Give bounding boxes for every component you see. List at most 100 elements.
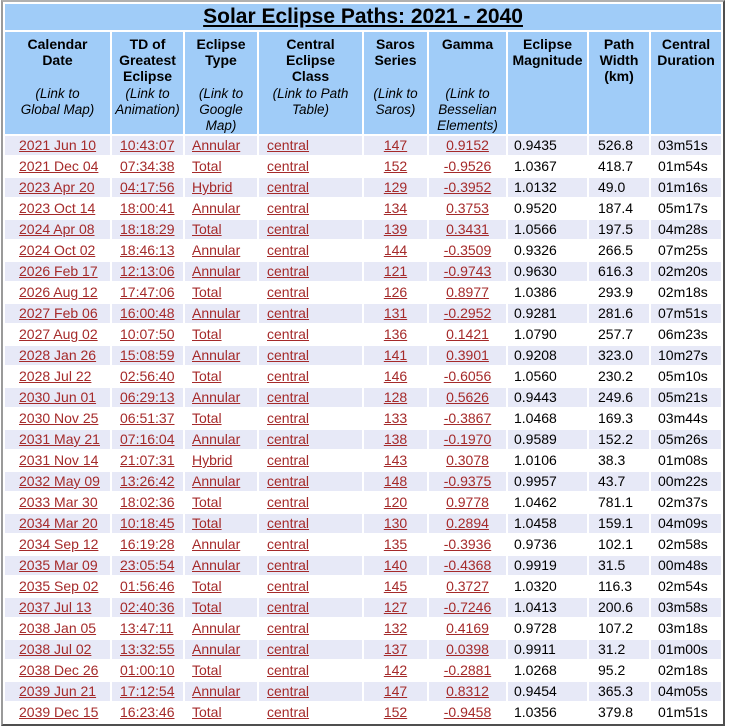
eclipse-class-link[interactable]: central xyxy=(267,389,310,405)
saros-series-link[interactable]: 148 xyxy=(383,473,408,489)
eclipse-class-link[interactable]: central xyxy=(267,158,310,174)
eclipse-class-link[interactable]: central xyxy=(267,452,310,468)
calendar-date-link[interactable]: 2024 Apr 08 xyxy=(19,221,95,237)
calendar-date-link[interactable]: 2034 Mar 20 xyxy=(19,515,98,531)
calendar-date-link[interactable]: 2030 Jun 01 xyxy=(19,389,97,405)
eclipse-class-link[interactable]: central xyxy=(267,347,310,363)
saros-series-link[interactable]: 144 xyxy=(383,242,408,258)
eclipse-type-link[interactable]: Annular xyxy=(192,683,241,699)
gamma-link[interactable]: 0.3727 xyxy=(446,578,489,594)
gamma-link[interactable]: 0.9778 xyxy=(446,494,489,510)
gamma-link[interactable]: -0.9743 xyxy=(443,263,492,279)
eclipse-type-link[interactable]: Annular xyxy=(192,431,241,447)
gamma-link[interactable]: 0.8312 xyxy=(446,683,489,699)
gamma-link[interactable]: -0.2881 xyxy=(443,662,492,678)
saros-series-link[interactable]: 129 xyxy=(383,179,408,195)
gamma-link[interactable]: -0.6056 xyxy=(443,368,492,384)
gamma-link[interactable]: -0.3867 xyxy=(443,410,492,426)
saros-series-link[interactable]: 135 xyxy=(383,536,408,552)
gamma-link[interactable]: 0.9152 xyxy=(446,137,489,153)
saros-series-link[interactable]: 147 xyxy=(383,683,408,699)
greatest-eclipse-time-link[interactable]: 02:40:36 xyxy=(120,599,175,615)
greatest-eclipse-time-link[interactable]: 18:18:29 xyxy=(120,221,175,237)
eclipse-type-link[interactable]: Total xyxy=(192,662,222,678)
calendar-date-link[interactable]: 2023 Oct 14 xyxy=(19,200,96,216)
eclipse-type-link[interactable]: Total xyxy=(192,368,222,384)
saros-series-link[interactable]: 131 xyxy=(383,305,408,321)
greatest-eclipse-time-link[interactable]: 16:19:28 xyxy=(120,536,175,552)
eclipse-type-link[interactable]: Annular xyxy=(192,557,241,573)
saros-series-link[interactable]: 145 xyxy=(383,578,408,594)
calendar-date-link[interactable]: 2028 Jan 26 xyxy=(19,347,97,363)
eclipse-type-link[interactable]: Annular xyxy=(192,242,241,258)
calendar-date-link[interactable]: 2026 Aug 12 xyxy=(19,284,98,300)
eclipse-class-link[interactable]: central xyxy=(267,410,310,426)
calendar-date-link[interactable]: 2035 Sep 02 xyxy=(19,578,99,594)
saros-series-link[interactable]: 146 xyxy=(383,368,408,384)
calendar-date-link[interactable]: 2027 Feb 06 xyxy=(19,305,98,321)
eclipse-type-link[interactable]: Total xyxy=(192,599,222,615)
eclipse-type-link[interactable]: Total xyxy=(192,158,222,174)
eclipse-type-link[interactable]: Total xyxy=(192,410,222,426)
gamma-link[interactable]: -0.3509 xyxy=(443,242,492,258)
saros-series-link[interactable]: 147 xyxy=(383,137,408,153)
saros-series-link[interactable]: 142 xyxy=(383,662,408,678)
eclipse-class-link[interactable]: central xyxy=(267,641,310,657)
greatest-eclipse-time-link[interactable]: 15:08:59 xyxy=(120,347,175,363)
eclipse-type-link[interactable]: Hybrid xyxy=(192,452,233,468)
saros-series-link[interactable]: 127 xyxy=(383,599,408,615)
eclipse-class-link[interactable]: central xyxy=(267,494,310,510)
greatest-eclipse-time-link[interactable]: 04:17:56 xyxy=(120,179,175,195)
saros-series-link[interactable]: 143 xyxy=(383,452,408,468)
saros-series-link[interactable]: 138 xyxy=(383,431,408,447)
greatest-eclipse-time-link[interactable]: 07:16:04 xyxy=(120,431,175,447)
calendar-date-link[interactable]: 2032 May 09 xyxy=(19,473,100,489)
greatest-eclipse-time-link[interactable]: 18:00:41 xyxy=(120,200,175,216)
saros-series-link[interactable]: 152 xyxy=(383,704,408,720)
greatest-eclipse-time-link[interactable]: 13:47:11 xyxy=(120,620,174,636)
eclipse-class-link[interactable]: central xyxy=(267,599,310,615)
eclipse-type-link[interactable]: Annular xyxy=(192,137,241,153)
calendar-date-link[interactable]: 2021 Jun 10 xyxy=(19,137,97,153)
eclipse-type-link[interactable]: Annular xyxy=(192,473,241,489)
saros-series-link[interactable]: 139 xyxy=(383,221,408,237)
calendar-date-link[interactable]: 2023 Apr 20 xyxy=(19,179,95,195)
gamma-link[interactable]: 0.2894 xyxy=(446,515,489,531)
eclipse-type-link[interactable]: Total xyxy=(192,704,222,720)
eclipse-class-link[interactable]: central xyxy=(267,578,310,594)
eclipse-class-link[interactable]: central xyxy=(267,284,310,300)
saros-series-link[interactable]: 126 xyxy=(383,284,408,300)
eclipse-class-link[interactable]: central xyxy=(267,662,310,678)
calendar-date-link[interactable]: 2024 Oct 02 xyxy=(19,242,96,258)
greatest-eclipse-time-link[interactable]: 06:51:37 xyxy=(120,410,175,426)
eclipse-type-link[interactable]: Annular xyxy=(192,263,241,279)
eclipse-type-link[interactable]: Annular xyxy=(192,536,241,552)
gamma-link[interactable]: 0.3753 xyxy=(446,200,489,216)
eclipse-type-link[interactable]: Total xyxy=(192,578,222,594)
calendar-date-link[interactable]: 2037 Jul 13 xyxy=(19,599,92,615)
eclipse-type-link[interactable]: Hybrid xyxy=(192,179,233,195)
greatest-eclipse-time-link[interactable]: 18:46:13 xyxy=(120,242,175,258)
eclipse-class-link[interactable]: central xyxy=(267,368,310,384)
greatest-eclipse-time-link[interactable]: 23:05:54 xyxy=(120,557,175,573)
calendar-date-link[interactable]: 2038 Jul 02 xyxy=(19,641,92,657)
eclipse-type-link[interactable]: Annular xyxy=(192,347,241,363)
eclipse-class-link[interactable]: central xyxy=(267,683,310,699)
eclipse-type-link[interactable]: Total xyxy=(192,326,222,342)
eclipse-class-link[interactable]: central xyxy=(267,263,310,279)
greatest-eclipse-time-link[interactable]: 07:34:38 xyxy=(120,158,175,174)
gamma-link[interactable]: -0.2952 xyxy=(443,305,492,321)
eclipse-type-link[interactable]: Annular xyxy=(192,641,241,657)
gamma-link[interactable]: 0.3078 xyxy=(446,452,489,468)
gamma-link[interactable]: -0.9526 xyxy=(443,158,492,174)
saros-series-link[interactable]: 141 xyxy=(383,347,408,363)
calendar-date-link[interactable]: 2027 Aug 02 xyxy=(19,326,98,342)
saros-series-link[interactable]: 130 xyxy=(383,515,408,531)
gamma-link[interactable]: 0.0398 xyxy=(446,641,489,657)
saros-series-link[interactable]: 152 xyxy=(383,158,408,174)
calendar-date-link[interactable]: 2038 Jan 05 xyxy=(19,620,97,636)
gamma-link[interactable]: 0.4169 xyxy=(446,620,489,636)
gamma-link[interactable]: -0.1970 xyxy=(443,431,492,447)
calendar-date-link[interactable]: 2038 Dec 26 xyxy=(19,662,99,678)
calendar-date-link[interactable]: 2035 Mar 09 xyxy=(19,557,98,573)
